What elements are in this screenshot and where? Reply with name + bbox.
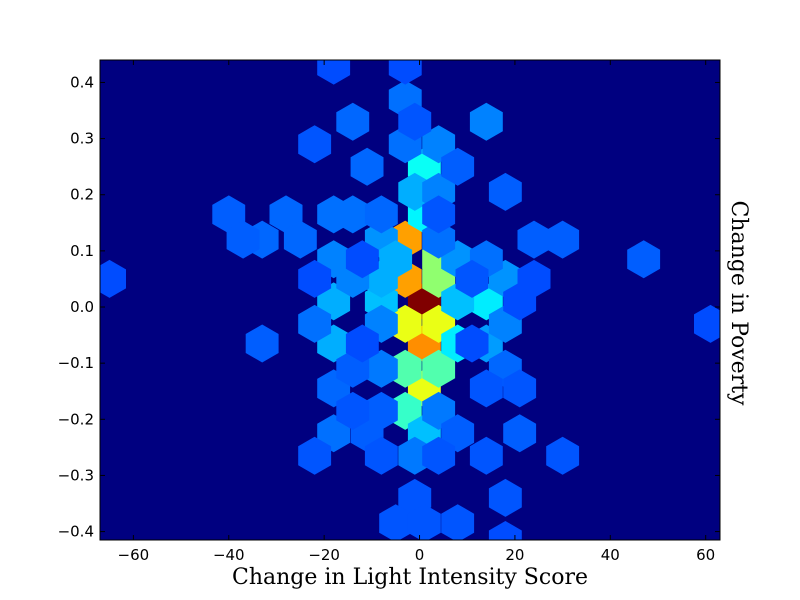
y-axis-ticks: −0.4 −0.3 −0.2 −0.1 0.0 0.1 0.2 0.3 0.4 <box>58 73 720 541</box>
hexbin-cell <box>379 504 413 540</box>
hexbin-cell <box>336 195 370 234</box>
hexbin-cell <box>317 60 351 85</box>
hexbin-cell <box>546 220 580 259</box>
hexbin-cell <box>422 220 456 259</box>
x-tick-label: −20 <box>308 546 340 564</box>
x-tick-label: −60 <box>118 546 150 564</box>
plot-frame <box>99 59 721 541</box>
hexbin-cell <box>298 125 332 164</box>
hexbin-cell <box>317 414 351 453</box>
hexbin-cell <box>345 324 379 363</box>
hexbin-cell <box>469 102 503 141</box>
hexbin-cell <box>694 304 720 343</box>
hexbin-cell <box>422 349 456 388</box>
hexbin-cell <box>364 349 398 388</box>
x-axis-title: Change in Light Intensity Score <box>232 565 588 590</box>
hexbin-cell <box>517 220 551 259</box>
hexbin-cell <box>100 259 126 298</box>
hexbin-cell <box>517 259 551 298</box>
hexbin-cell <box>422 391 456 430</box>
hexbin-cell <box>455 259 489 298</box>
hexbin-cell <box>455 324 489 363</box>
hexbin-cell <box>388 60 422 85</box>
y-tick-label: 0.4 <box>70 73 94 91</box>
x-tick-label: 60 <box>696 546 715 564</box>
y-tick-label: −0.1 <box>58 354 94 372</box>
y-tick-label: 0.1 <box>70 242 94 260</box>
hexbin-cell <box>245 324 279 363</box>
hexbin-cell <box>350 147 384 186</box>
hexbin-cell <box>364 195 398 234</box>
y-tick-label: −0.4 <box>58 523 94 541</box>
y-tick-label: −0.2 <box>58 410 94 428</box>
hexbin-cell <box>269 195 303 234</box>
hexbin-cell <box>317 282 351 321</box>
y-axis-title: Change in Poverty <box>726 201 751 407</box>
hexbin-cell <box>283 220 317 259</box>
hexbin-cell <box>441 504 475 540</box>
hexbin-cell <box>422 195 456 234</box>
hexbin-cell <box>422 436 456 475</box>
hexbin-cell <box>469 369 503 408</box>
hexbin-cell <box>298 436 332 475</box>
hexbin-cell <box>298 304 332 343</box>
hexbin-cell <box>469 436 503 475</box>
hexbin-cell <box>488 521 522 540</box>
hexbin-cell <box>398 102 432 141</box>
y-tick-label: 0.0 <box>70 298 94 316</box>
x-axis-ticks: −60 −40 −20 0 20 40 60 <box>118 60 715 564</box>
hexbin-cell <box>345 240 379 279</box>
hexbin-cell <box>441 147 475 186</box>
hexbin-cell <box>627 240 661 279</box>
hexbin-cells <box>100 60 720 540</box>
hexbin-cell <box>226 220 260 259</box>
hexbin-cell <box>546 436 580 475</box>
hexbin-cell <box>364 436 398 475</box>
hexbin-cell <box>488 478 522 517</box>
x-tick-label: 40 <box>601 546 620 564</box>
hexbin-cell <box>503 414 537 453</box>
y-tick-label: 0.2 <box>70 186 94 204</box>
hexbin-cell <box>441 414 475 453</box>
hexbin-cell <box>212 195 246 234</box>
hexbin-cell <box>379 240 413 279</box>
hexbin-cell <box>422 125 456 164</box>
hexbin-cell <box>336 102 370 141</box>
x-tick-label: 0 <box>415 546 425 564</box>
hexbin-cell <box>407 504 441 540</box>
x-tick-label: 20 <box>505 546 524 564</box>
y-tick-label: −0.3 <box>58 466 94 484</box>
hexbin-cell <box>298 259 332 298</box>
hexbin-cell <box>336 391 370 430</box>
y-tick-label: 0.3 <box>70 130 94 148</box>
hexbin-cell <box>488 172 522 211</box>
x-tick-label: −40 <box>213 546 245 564</box>
hexbin-cell <box>503 369 537 408</box>
